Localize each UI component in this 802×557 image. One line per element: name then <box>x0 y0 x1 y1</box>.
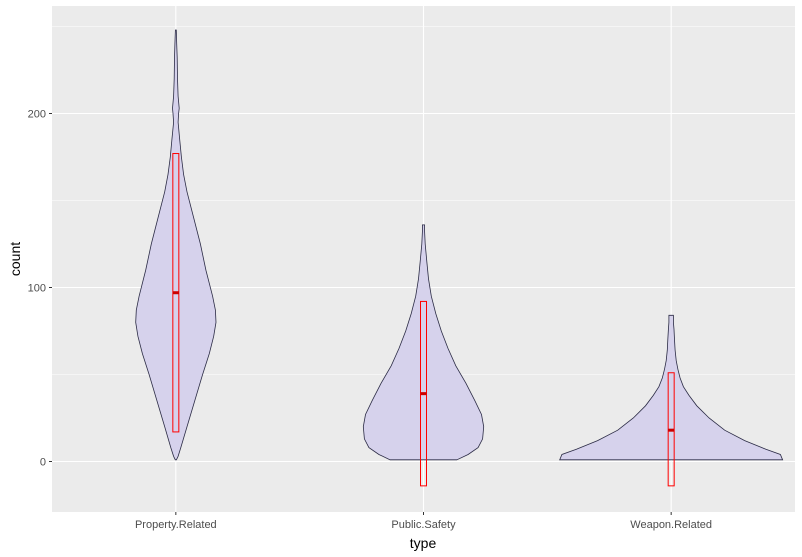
violin-public-safety <box>362 224 485 461</box>
y-tick-label: 0 <box>40 457 46 469</box>
x-axis-title: type <box>410 535 437 551</box>
y-tick-label: 100 <box>28 283 46 295</box>
axes: 0 100 200 Property.Related Public.Safety Weap… <box>28 109 712 532</box>
y-axis-title: count <box>7 242 23 276</box>
x-tick-label: Property.Related <box>135 519 217 531</box>
y-tick-label: 200 <box>28 109 46 121</box>
violin-property-related <box>135 29 217 461</box>
x-tick-label: Weapon.Related <box>630 519 712 531</box>
violin-weapon-related <box>559 314 784 461</box>
x-tick-label: Public.Safety <box>391 519 456 531</box>
violins <box>135 29 784 487</box>
